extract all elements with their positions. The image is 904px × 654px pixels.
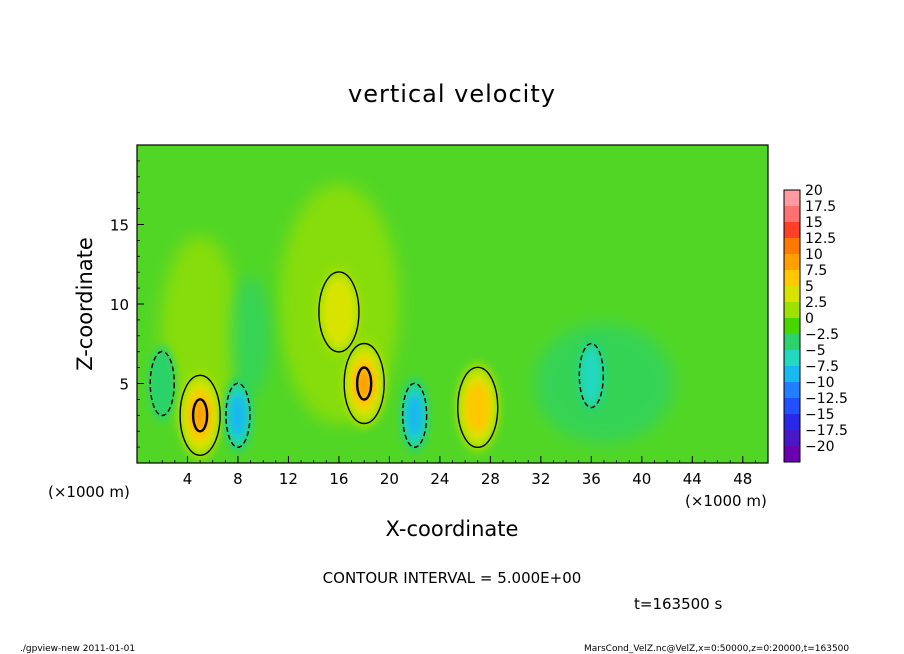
- colorbar-label: 5: [805, 279, 814, 295]
- colorbar-swatch: [784, 366, 800, 383]
- colorbar-label: −15: [805, 407, 835, 423]
- contour-line: [355, 366, 373, 401]
- colorbar-swatch: [784, 350, 800, 367]
- colorbar-swatch: [784, 254, 800, 271]
- x-axis: 4 8 12 16 20 24 28 32 36 40 44 48: [149, 456, 756, 488]
- colorbar-label: 2.5: [805, 295, 827, 311]
- chart-title: vertical velocity: [348, 80, 556, 108]
- field-region: [160, 235, 241, 436]
- colorbar-label: 12.5: [805, 231, 836, 247]
- contour-line: [225, 382, 251, 448]
- colorbar-label: −20: [805, 439, 835, 455]
- colorbar-label: −12.5: [805, 391, 848, 407]
- contour-line: [191, 398, 209, 433]
- y-tick-label: 10: [110, 296, 129, 314]
- x-tick-label: 8: [233, 470, 243, 488]
- updraft-blob: [356, 368, 372, 399]
- updraft-blob: [321, 276, 357, 348]
- field-blobs: [148, 184, 674, 461]
- x-tick-label: 12: [279, 470, 298, 488]
- updraft-blob: [192, 400, 208, 431]
- colorbar-label: −7.5: [805, 359, 839, 375]
- colorbar-swatch: [784, 446, 800, 463]
- colorbar-frame: [783, 189, 801, 463]
- y-axis-label: Z-coordinate: [73, 237, 97, 371]
- x-axis-label: X-coordinate: [386, 517, 519, 541]
- colorbar-swatch: [784, 270, 800, 287]
- colorbar-label: 0: [805, 311, 814, 327]
- contour-lines: [149, 271, 605, 456]
- field-region: [230, 275, 271, 396]
- downdraft-blob: [148, 345, 177, 422]
- colorbar-swatch: [784, 222, 800, 239]
- updraft-blob: [465, 382, 491, 433]
- colorbar-swatch: [784, 238, 800, 255]
- downdraft-blob: [580, 345, 603, 406]
- colorbar-swatch: [784, 206, 800, 223]
- colorbar: 2017.51512.5107.552.50−2.5−5−7.5−10−12.5…: [783, 183, 848, 463]
- colorbar-label: 15: [805, 215, 823, 231]
- colorbar-swatch: [784, 334, 800, 351]
- y-axis: 5 10 15: [110, 160, 144, 448]
- colorbar-label: 7.5: [805, 263, 827, 279]
- colorbar-swatch: [784, 190, 800, 207]
- contour-line: [578, 342, 605, 409]
- colorbar-label: 17.5: [805, 199, 836, 215]
- downdraft-blob: [406, 394, 423, 437]
- x-tick-label: 40: [632, 470, 651, 488]
- y-tick-label: 15: [110, 217, 129, 235]
- contour-line: [401, 382, 428, 448]
- x-unit-left: (×1000 m): [48, 483, 130, 501]
- contour-line: [179, 374, 221, 456]
- x-tick-label: 4: [183, 470, 193, 488]
- colorbar-swatch: [784, 286, 800, 303]
- colorbar-label: −2.5: [805, 327, 839, 343]
- time-label: t=163500 s: [634, 595, 722, 613]
- colorbar-label: −17.5: [805, 423, 848, 439]
- downdraft-blob: [230, 394, 246, 437]
- colorbar-label: −5: [805, 343, 826, 359]
- contour-line: [149, 350, 175, 417]
- contour-line: [457, 366, 499, 449]
- footer-right: MarsCond_VelZ.nc@VelZ,x=0:50000,z=0:2000…: [584, 644, 849, 654]
- colorbar-swatch: [784, 430, 800, 447]
- x-tick-label: 24: [430, 470, 449, 488]
- colorbar-swatch: [784, 382, 800, 399]
- colorbar-swatch: [784, 398, 800, 415]
- y-tick-label: 5: [119, 376, 129, 394]
- footer-left: ./gpview-new 2011-01-01: [20, 644, 135, 654]
- x-tick-label: 48: [733, 470, 752, 488]
- x-tick-label: 16: [329, 470, 348, 488]
- x-tick-label: 28: [481, 470, 500, 488]
- colorbar-label: 10: [805, 247, 823, 263]
- colorbar-swatch: [784, 318, 800, 335]
- contour-interval: CONTOUR INTERVAL = 5.000E+00: [323, 569, 582, 587]
- contour-line: [318, 271, 360, 353]
- colorbar-swatch: [784, 302, 800, 319]
- x-tick-label: 20: [380, 470, 399, 488]
- colorbar-swatch: [784, 414, 800, 431]
- colorbar-label: 20: [805, 183, 823, 199]
- x-unit-right: (×1000 m): [685, 492, 767, 510]
- x-tick-label: 44: [683, 470, 702, 488]
- x-tick-label: 32: [531, 470, 550, 488]
- contour-line: [343, 342, 385, 425]
- colorbar-label: −10: [805, 375, 835, 391]
- x-tick-label: 36: [582, 470, 601, 488]
